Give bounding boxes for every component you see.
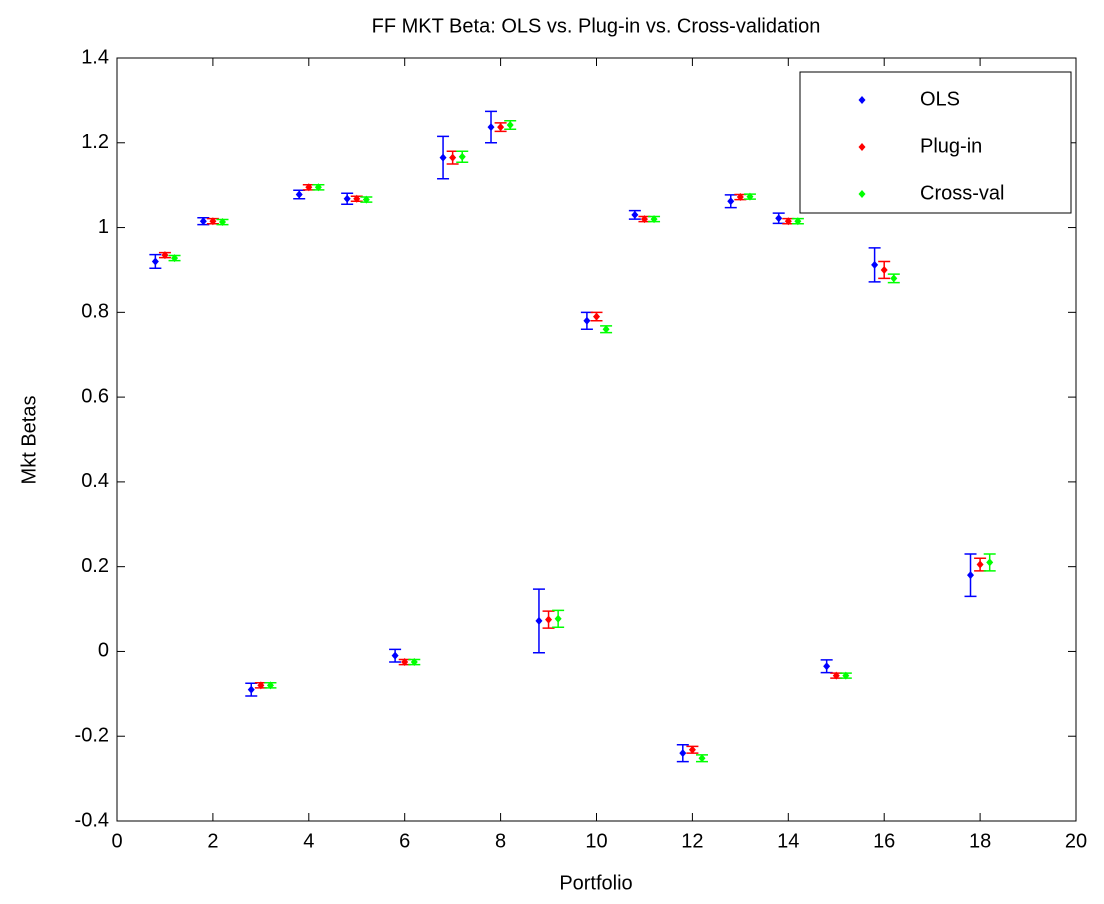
x-tick-label: 18: [969, 830, 991, 852]
marker: [593, 312, 600, 321]
x-axis-label: Portfolio: [559, 872, 632, 894]
marker: [775, 214, 783, 223]
y-tick-label: 0.4: [81, 470, 109, 492]
marker: [401, 658, 409, 667]
y-tick-label: 1.2: [81, 131, 109, 153]
marker: [487, 123, 495, 132]
marker: [295, 190, 303, 199]
marker: [784, 217, 792, 226]
marker: [650, 215, 658, 224]
legend-label: Plug-in: [920, 135, 982, 157]
y-tick-label: 0.6: [81, 385, 109, 407]
x-tick-label: 2: [207, 830, 218, 852]
legend-marker: [858, 96, 866, 104]
marker: [698, 754, 706, 763]
marker: [976, 560, 984, 569]
x-tick-label: 6: [399, 830, 410, 852]
marker: [554, 614, 562, 623]
marker: [832, 671, 840, 680]
marker: [353, 194, 361, 203]
marker: [880, 265, 888, 274]
y-tick-label: -0.2: [75, 725, 109, 747]
x-tick-label: 14: [777, 830, 799, 852]
marker: [410, 658, 418, 667]
x-tick-label: 0: [111, 830, 122, 852]
marker: [746, 192, 754, 201]
x-tick-label: 8: [495, 830, 506, 852]
marker: [506, 120, 514, 129]
marker: [640, 215, 648, 224]
marker: [736, 193, 744, 202]
marker: [545, 615, 553, 624]
marker: [823, 662, 831, 671]
marker: [535, 616, 543, 625]
marker: [343, 194, 351, 203]
marker: [631, 210, 639, 219]
legend-marker: [858, 190, 866, 198]
marker: [199, 217, 207, 226]
x-tick-label: 10: [585, 830, 607, 852]
marker: [458, 152, 466, 161]
marker: [583, 316, 591, 325]
marker: [871, 260, 879, 269]
x-tick-label: 16: [873, 830, 895, 852]
y-tick-label: 0.2: [81, 555, 109, 577]
marker: [890, 274, 898, 283]
legend-label: OLS: [920, 88, 960, 110]
marker: [151, 257, 159, 266]
marker: [171, 254, 179, 263]
marker: [688, 745, 696, 754]
marker: [986, 558, 994, 567]
marker: [727, 197, 735, 206]
marker: [449, 153, 457, 162]
marker: [257, 681, 265, 690]
marker: [497, 123, 505, 132]
marker: [967, 571, 975, 580]
marker: [679, 749, 687, 758]
legend-marker: [858, 143, 866, 151]
y-tick-label: -0.4: [75, 809, 109, 831]
legend-label: Cross-val: [920, 182, 1004, 204]
marker: [305, 183, 313, 192]
y-tick-label: 0: [98, 640, 109, 662]
marker: [794, 217, 802, 226]
marker: [439, 153, 447, 162]
y-tick-label: 1: [98, 216, 109, 238]
y-tick-label: 0.8: [81, 301, 109, 323]
legend-box: [799, 71, 1072, 214]
y-axis-label: Mkt Betas: [18, 396, 40, 485]
marker: [602, 325, 610, 334]
marker: [266, 681, 274, 690]
marker: [209, 217, 217, 226]
marker: [314, 183, 322, 192]
y-tick-label: 1.4: [81, 46, 109, 68]
marker: [362, 195, 370, 204]
marker: [218, 218, 226, 227]
marker: [161, 251, 169, 260]
chart-title: FF MKT Beta: OLS vs. Plug-in vs. Cross-v…: [372, 15, 821, 37]
x-tick-label: 4: [303, 830, 314, 852]
x-tick-label: 20: [1065, 830, 1087, 852]
x-tick-label: 12: [681, 830, 703, 852]
marker: [247, 685, 255, 694]
marker: [842, 671, 850, 680]
marker: [391, 651, 399, 660]
